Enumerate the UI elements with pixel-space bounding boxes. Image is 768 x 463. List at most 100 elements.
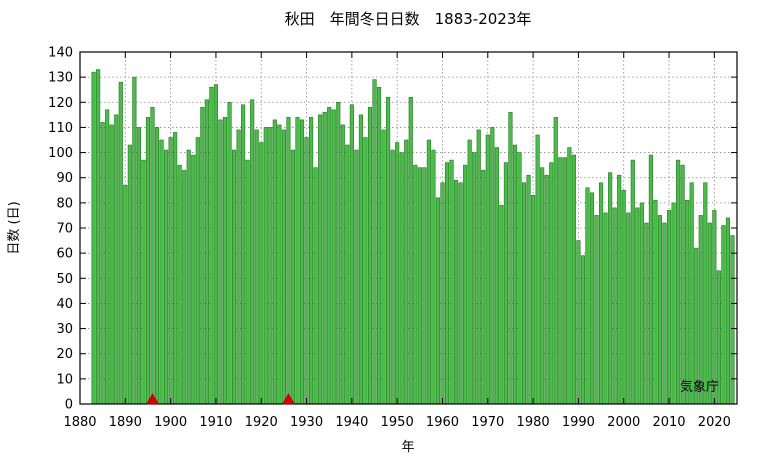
bar [431,149,436,405]
station-change-marker [145,393,160,405]
bar [639,202,644,405]
bar [250,99,255,405]
bar [485,134,490,405]
bar [413,164,418,405]
bar [725,217,731,405]
bar [376,86,382,405]
bar [272,119,277,405]
x-tick-label: 1880 [63,415,96,430]
bar [562,157,567,405]
bar [422,167,427,405]
bar [544,174,549,405]
bar [123,184,128,405]
y-tick-label: 120 [48,96,73,111]
bar [331,109,336,405]
bar [449,159,454,405]
bar [612,207,617,405]
bar [417,167,422,405]
bar [100,122,105,405]
y-tick-label: 90 [56,171,73,186]
bar [336,101,341,405]
bar [662,222,667,405]
y-tick-label: 110 [48,121,73,136]
bar [200,107,205,405]
bar [666,210,672,405]
bar [553,117,558,405]
bar [476,129,481,405]
bar [494,147,499,405]
x-tick-label: 1890 [109,415,142,430]
bar [630,159,635,405]
bar [440,182,445,405]
bar [721,225,726,405]
bar [408,96,413,405]
bar [589,192,595,405]
chart-title: 秋田 年間冬日日数 1883-2023年 [285,10,532,28]
bar [526,174,531,405]
bar [254,129,259,405]
x-tick-label: 1990 [562,415,595,430]
bar [154,127,160,405]
bar [608,172,613,405]
y-tick-label: 60 [56,247,73,262]
bar [680,164,685,405]
bar [594,215,599,405]
bar [472,152,477,405]
bar [386,96,391,405]
bar [567,147,572,405]
bar [150,107,155,405]
bar [105,109,110,405]
bar [322,112,327,405]
credit-label: 気象庁 [680,379,719,395]
bar [309,117,314,405]
bar [358,114,363,405]
bar [404,139,409,405]
bar [277,124,282,405]
bar [467,139,472,405]
bar [571,154,576,405]
bar [209,86,214,405]
x-tick-label: 2010 [652,415,685,430]
bar [635,207,640,405]
bar [182,169,187,405]
y-tick-labels: 0 10 20 30 40 50 60 70 80 90 100 110 120 130 140 [48,46,73,413]
bar [698,215,703,405]
y-tick-label: 0 [65,398,73,413]
bar [499,205,504,405]
bar [521,182,527,405]
bar [531,195,536,405]
bar [512,144,518,405]
bar [281,129,286,405]
bar [481,169,486,405]
bar [395,142,400,405]
station-change-markers [145,393,295,405]
bar [340,124,345,405]
y-tick-label: 130 [48,71,73,86]
bar [114,114,119,405]
bar [245,159,250,405]
bar [177,164,182,405]
x-tick-label: 1950 [381,415,414,430]
bar [463,164,468,405]
bar [454,179,459,405]
bar [204,99,209,405]
bar [648,154,653,405]
bar [621,189,626,405]
bar [186,149,191,405]
x-tick-label: 2000 [607,415,640,430]
bar [503,162,508,405]
bar [626,212,631,405]
y-tick-label: 20 [56,347,73,362]
bar [132,76,137,405]
x-axis-title: 年 [401,440,414,455]
bar [381,129,386,405]
bar [127,144,132,405]
bar [349,104,354,405]
bar [399,152,404,405]
bar [617,174,622,405]
bar [236,129,241,405]
bar [118,81,123,405]
bar [653,200,658,405]
bar [222,117,228,405]
bar [354,149,359,405]
